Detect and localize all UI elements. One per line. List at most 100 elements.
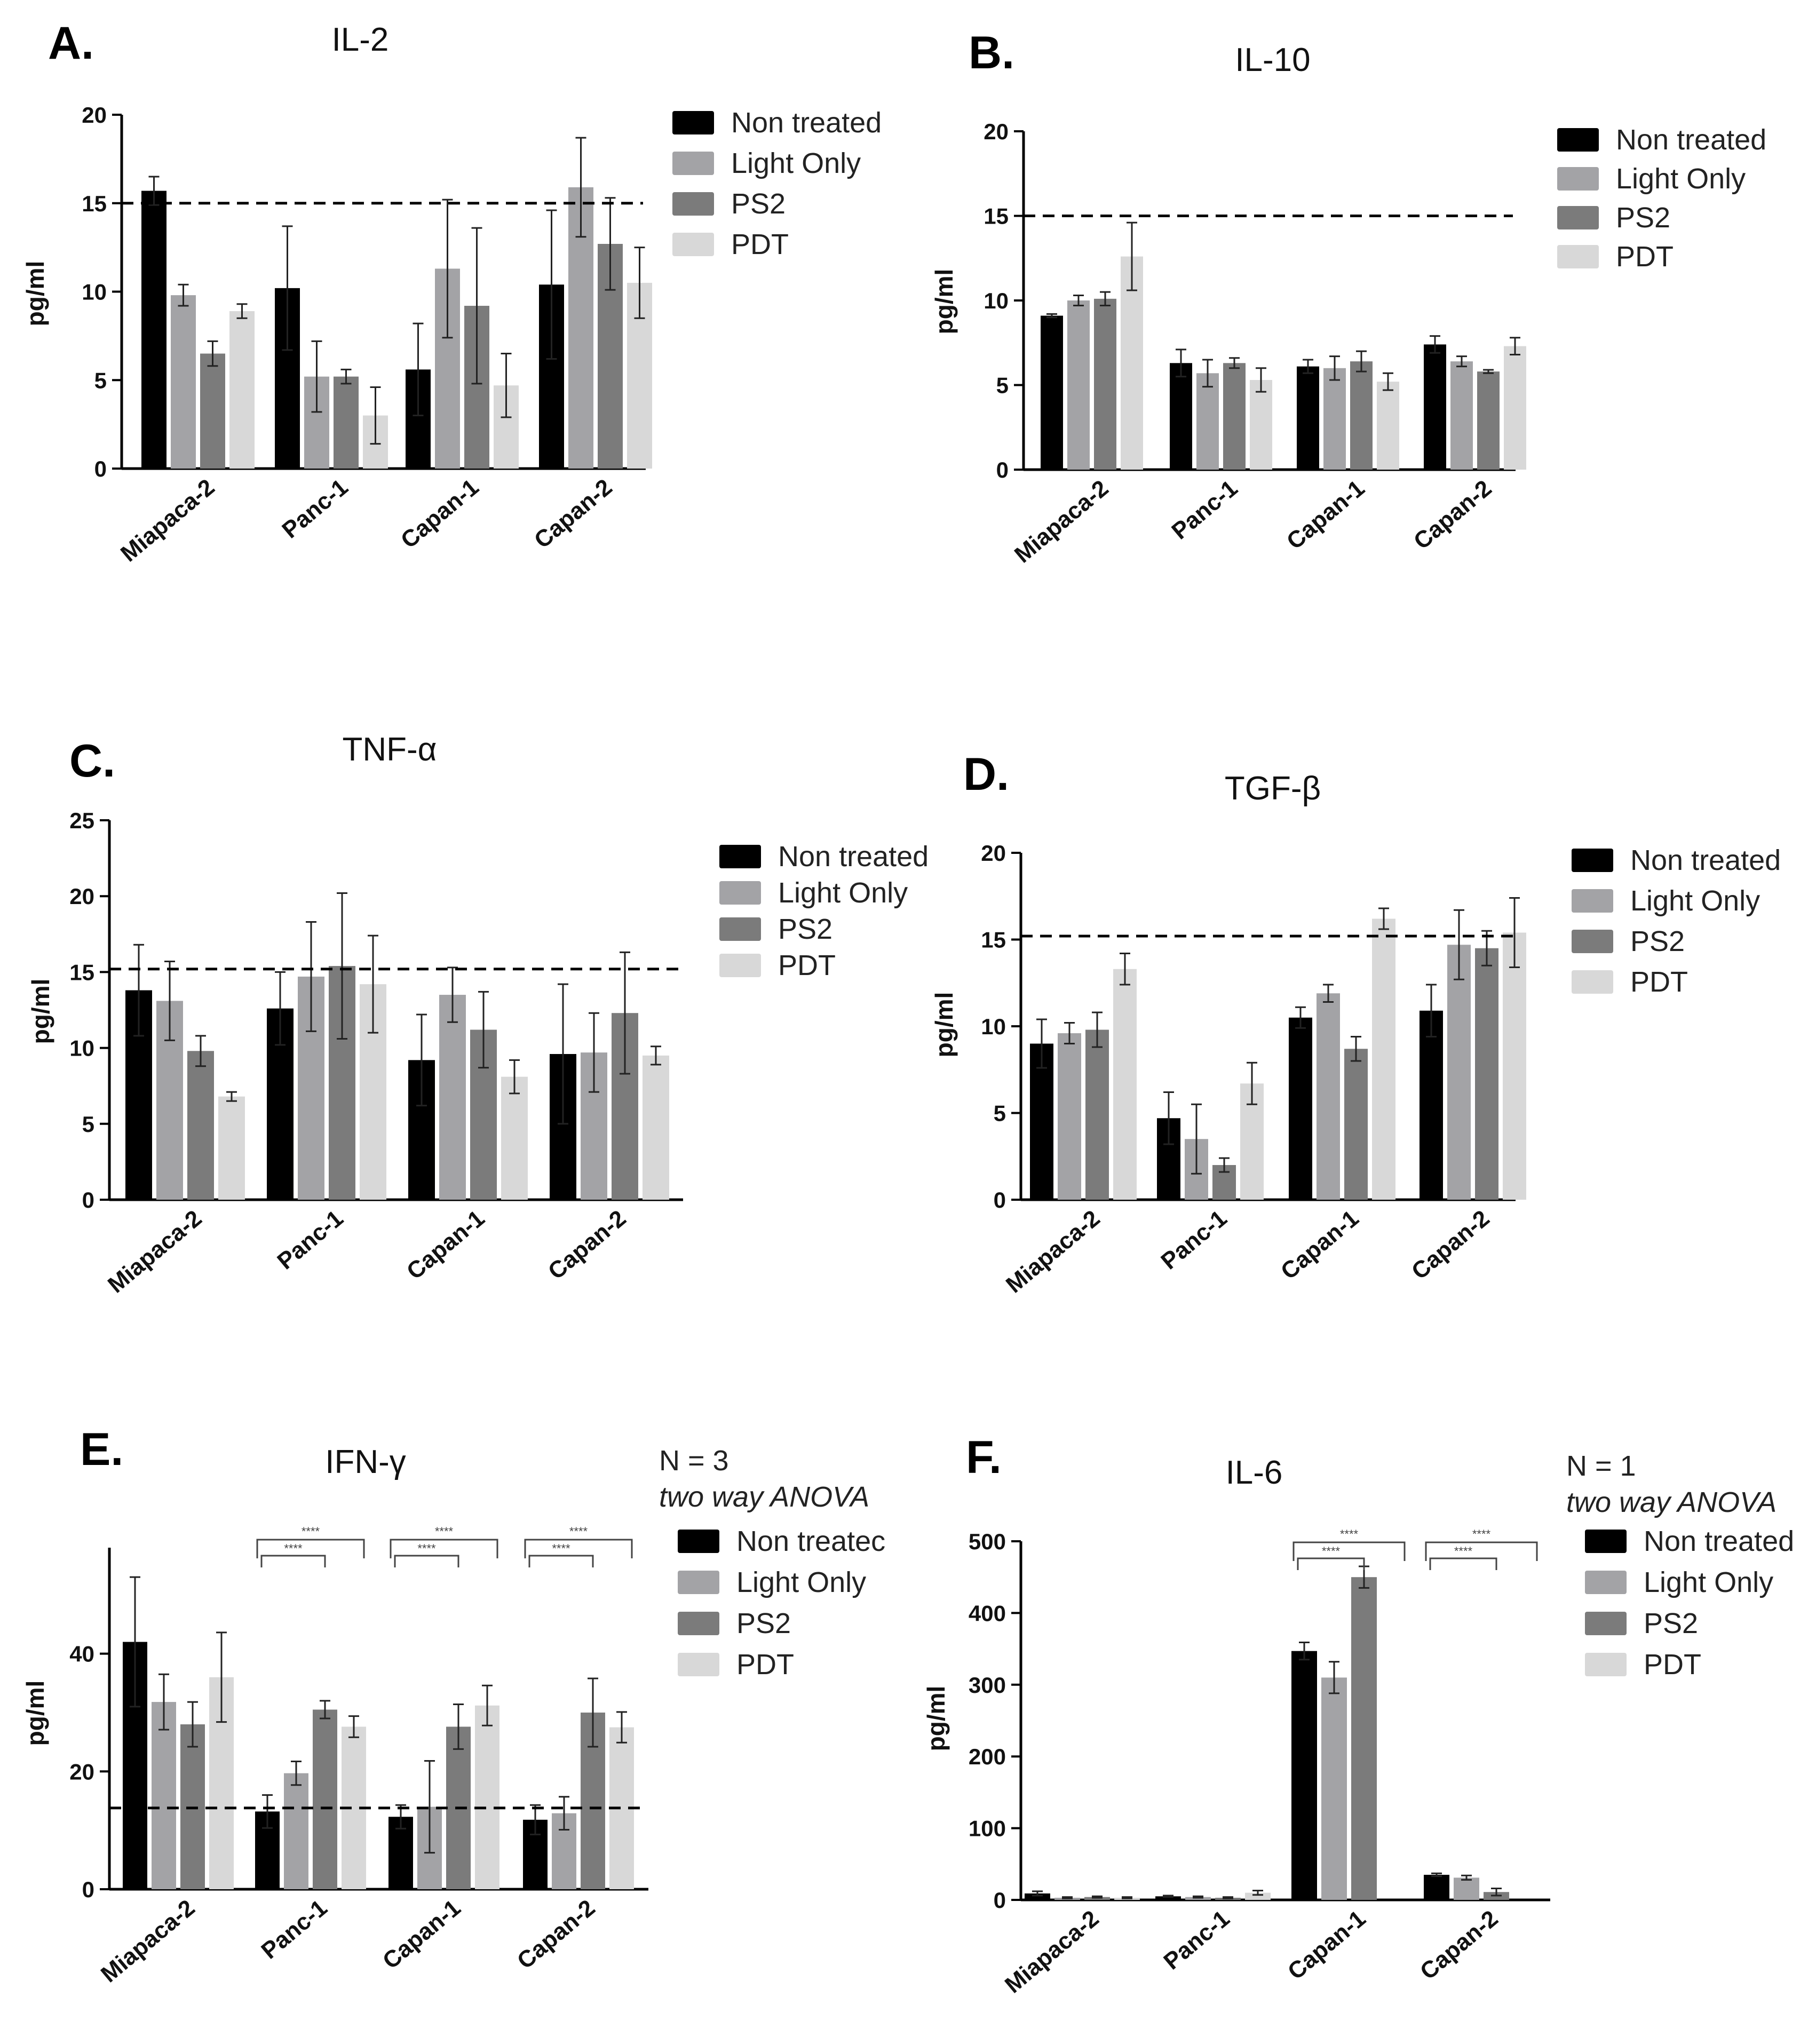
y-tick-label: 200	[969, 1744, 1006, 1769]
chart-panel-b: B. IL-10 pg/ml 0 5 10 15 20 Miapaca-2 Panc-1 Capan…	[930, 27, 1766, 568]
category-label: Capan-2	[512, 1895, 600, 1974]
legend-label: Light Only	[736, 1566, 866, 1598]
category-label: Panc-1	[277, 474, 353, 543]
significance-stars: ****	[284, 1542, 303, 1555]
y-tick-label: 10	[981, 1014, 1006, 1039]
y-tick-label: 15	[981, 928, 1006, 953]
legend-swatch	[672, 233, 714, 256]
y-tick-label: 40	[69, 1642, 94, 1667]
significance-stars: ****	[569, 1525, 588, 1538]
significance-stars: ****	[417, 1542, 436, 1555]
legend-label: PDT	[736, 1649, 794, 1681]
legend-label: PS2	[1616, 202, 1670, 234]
bar-light-only	[1454, 1877, 1479, 1900]
y-tick-label: 10	[69, 1036, 94, 1061]
y-tick-label: 20	[984, 119, 1009, 144]
y-tick-label: 0	[994, 1187, 1006, 1213]
bar-pdt	[1372, 918, 1395, 1200]
category-label: Capan-2	[529, 474, 617, 553]
chart-panel-d: D. TGF-β pg/ml 0 5 10 15 20 Miapaca-2 Panc-1 Capan…	[930, 749, 1781, 1298]
legend-label: PDT	[1630, 966, 1688, 998]
y-tick-label: 20	[82, 102, 107, 128]
legend-swatch	[1585, 1612, 1627, 1635]
bar-pdt	[643, 1055, 669, 1200]
category-label: Capan-2	[1415, 1905, 1503, 1985]
legend-swatch	[1572, 849, 1613, 872]
bracket-inner	[260, 1555, 326, 1567]
bar-ps2	[1094, 298, 1116, 470]
legend-swatch	[719, 917, 761, 941]
legend-swatch	[719, 954, 761, 977]
bar-non-treated	[141, 191, 166, 469]
bracket-outer	[390, 1539, 498, 1558]
legend-label: PDT	[778, 949, 836, 981]
bracket-outer	[1425, 1541, 1538, 1561]
bar-ps2	[1223, 363, 1246, 470]
bar-light-only	[1067, 300, 1090, 470]
chart-panel-f: F. IL-6 pg/ml 0 100 200 300 400 500 Miapaca-2 Panc…	[922, 1432, 1794, 1998]
legend: Non treated Light Only PS2 PDT	[1572, 844, 1781, 998]
y-tick-label: 5	[996, 373, 1009, 398]
bar-light-only	[439, 995, 466, 1200]
y-tick-label: 0	[82, 1877, 94, 1902]
bar-ps2	[334, 376, 359, 469]
legend-swatch	[1585, 1571, 1627, 1594]
legend: Non treated Light Only PS2 PDT	[719, 841, 929, 981]
significance-stars: ****	[552, 1542, 570, 1555]
y-tick-label: 5	[82, 1112, 94, 1137]
legend-label: PS2	[736, 1607, 791, 1639]
bar-pdt	[1504, 346, 1526, 470]
chart-panel-e: E. IFN-γ pg/ml 0 20 40 Miapaca-2 Panc-1 Capan-1 C…	[21, 1424, 885, 1987]
legend-label: Non treated	[1630, 844, 1781, 876]
bar-pdt	[1245, 1892, 1271, 1900]
legend-swatch	[1557, 167, 1599, 191]
sample-size-note: N = 3	[659, 1445, 729, 1477]
chart-title: IFN-γ	[325, 1444, 406, 1480]
significance-bracket: **** ****	[1292, 1527, 1406, 1570]
legend-swatch	[719, 881, 761, 905]
significance-stars: ****	[1454, 1544, 1473, 1558]
category-label: Panc-1	[272, 1205, 348, 1274]
y-tick-label: 500	[969, 1529, 1006, 1554]
y-axis-label: pg/ml	[21, 1681, 49, 1746]
bracket-outer	[1292, 1541, 1406, 1561]
category-label: Miapaca-2	[1000, 1905, 1104, 1998]
legend-swatch	[672, 192, 714, 216]
bar-ps2	[1477, 371, 1500, 470]
category-label: Miapaca-2	[103, 1205, 207, 1298]
legend-swatch	[678, 1571, 719, 1594]
y-tick-label: 25	[69, 808, 94, 833]
y-tick-label: 15	[82, 191, 107, 216]
legend-swatch	[678, 1612, 719, 1635]
bar-non-treated	[1041, 315, 1063, 470]
panel-letter: C.	[69, 735, 115, 787]
bar-light-only	[152, 1702, 176, 1889]
bar-ps2	[200, 353, 225, 469]
category-label: Capan-1	[1283, 1905, 1370, 1985]
category-label: Miapaca-2	[1010, 475, 1113, 568]
panel-letter: D.	[963, 749, 1009, 800]
bar-pdt	[218, 1096, 245, 1200]
legend-swatch	[1557, 128, 1599, 152]
bar-light-only	[284, 1773, 308, 1889]
y-axis-label: pg/ml	[922, 1686, 950, 1752]
y-tick-label: 10	[82, 280, 107, 305]
bar-pdt	[501, 1076, 528, 1200]
bar-ps2	[1351, 1577, 1377, 1900]
chart-title: TNF-α	[342, 731, 437, 768]
significance-bracket: **** ****	[524, 1525, 633, 1567]
legend: Non treated Light Only PS2 PDT	[1557, 124, 1766, 273]
significance-stars: ****	[1322, 1544, 1341, 1558]
legend-swatch	[672, 111, 714, 134]
category-label: Capan-2	[543, 1205, 631, 1285]
bar-non-treated	[1289, 1017, 1312, 1200]
legend-label: PS2	[1630, 925, 1685, 957]
bracket-outer	[524, 1539, 633, 1558]
bar-light-only	[1447, 945, 1471, 1200]
panel-letter: B.	[969, 27, 1014, 78]
y-tick-label: 100	[969, 1816, 1006, 1841]
y-axis-label: pg/ml	[21, 261, 49, 327]
bar-non-treated	[1170, 363, 1192, 470]
bar-ps2	[187, 1051, 214, 1200]
chart-title: IL-10	[1235, 42, 1310, 78]
